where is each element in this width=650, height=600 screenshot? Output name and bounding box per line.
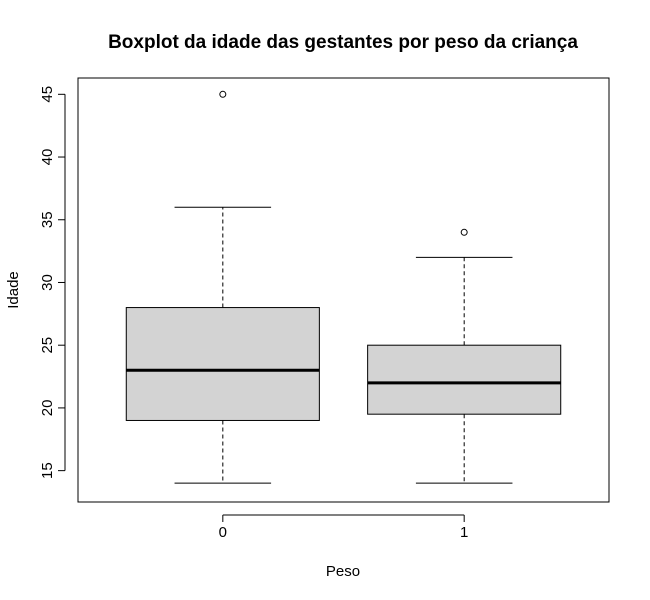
y-axis: 15 20 25 30 35 40 45 xyxy=(39,86,66,479)
x-tick-label: 1 xyxy=(460,524,468,541)
box-group-0 xyxy=(125,90,320,484)
y-tick-label: 40 xyxy=(39,149,56,166)
box-group-1 xyxy=(367,228,562,484)
iqr-box xyxy=(367,344,562,415)
y-tick-label: 30 xyxy=(39,274,56,291)
y-tick-label: 25 xyxy=(39,337,56,354)
x-axis-label: Peso xyxy=(326,563,360,580)
y-tick-label: 35 xyxy=(39,211,56,228)
y-axis-label: Idade xyxy=(5,271,22,309)
outlier-point xyxy=(460,228,468,236)
outlier-point xyxy=(219,90,227,98)
y-tick-label: 20 xyxy=(39,400,56,417)
boxes-layer xyxy=(125,90,562,484)
y-tick-label: 45 xyxy=(39,86,56,103)
plot-area-frame xyxy=(77,77,610,503)
iqr-box xyxy=(125,307,320,421)
y-tick-label: 15 xyxy=(39,462,56,479)
chart-title: Boxplot da idade das gestantes por peso … xyxy=(108,32,578,53)
x-tick-label: 0 xyxy=(219,524,227,541)
